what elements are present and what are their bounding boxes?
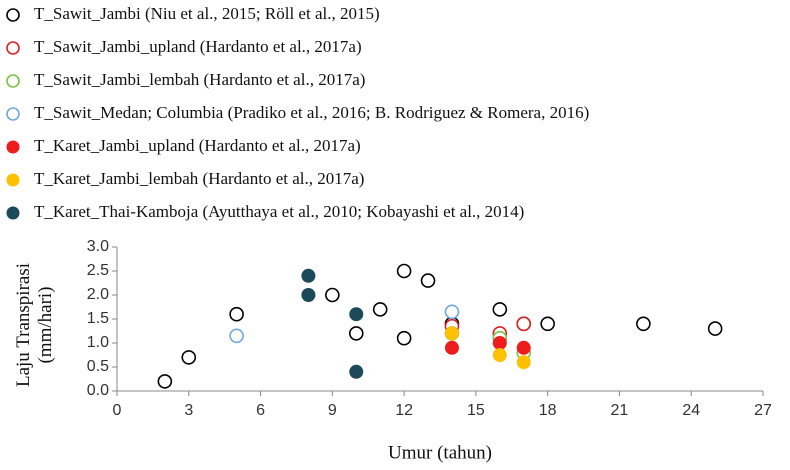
legend-label: T_Karet_Thai-Kamboja (Ayutthaya et al., … bbox=[34, 202, 524, 221]
legend-label: T_Karet_Jambi_lembah (Hardanto et al., 2… bbox=[34, 169, 364, 188]
point bbox=[516, 355, 531, 370]
y-tick-label: 3.0 bbox=[87, 238, 109, 255]
point bbox=[301, 268, 316, 283]
legend-marker bbox=[6, 173, 20, 187]
point bbox=[444, 340, 459, 355]
point bbox=[492, 302, 508, 317]
point bbox=[492, 336, 507, 350]
point bbox=[229, 306, 244, 322]
x-tick-label: 6 bbox=[256, 402, 265, 419]
x-tick-label: 24 bbox=[682, 402, 700, 419]
legend-marker bbox=[6, 206, 20, 220]
point bbox=[229, 328, 244, 344]
x-tick-label: 15 bbox=[467, 402, 485, 419]
point bbox=[181, 350, 197, 365]
legend-marker bbox=[6, 41, 20, 55]
y-axis-label: Laju Transpirasi (mm/hari) bbox=[13, 262, 56, 388]
point bbox=[349, 307, 364, 322]
point bbox=[444, 326, 459, 341]
point bbox=[325, 287, 340, 303]
y-tick-label: 0.5 bbox=[87, 358, 109, 375]
legend-label: T_Sawit_Jambi_upland (Hardanto et al., 2… bbox=[34, 37, 362, 56]
x-tick-label: 27 bbox=[754, 402, 772, 419]
x-tick-label: 0 bbox=[113, 402, 122, 419]
x-tick-label: 12 bbox=[395, 402, 413, 419]
point bbox=[348, 326, 364, 341]
x-axis-label: Umur (tahun) bbox=[388, 442, 492, 463]
point bbox=[372, 302, 388, 317]
x-tick-label: 3 bbox=[184, 402, 193, 419]
legend-marker bbox=[6, 8, 20, 22]
point bbox=[540, 316, 555, 332]
y-tick-label: 2.5 bbox=[87, 262, 109, 279]
point bbox=[396, 263, 412, 279]
point bbox=[444, 304, 460, 320]
point bbox=[516, 316, 532, 332]
point bbox=[349, 364, 364, 379]
point bbox=[516, 340, 531, 355]
y-tick-label: 1.5 bbox=[87, 310, 109, 327]
legend-label: T_Sawit_Jambi (Niu et al., 2015; Röll et… bbox=[34, 4, 380, 23]
y-tick-label: 2.0 bbox=[87, 286, 109, 303]
x-tick-label: 21 bbox=[611, 402, 629, 419]
point bbox=[420, 273, 436, 288]
point bbox=[707, 321, 723, 336]
legend-marker bbox=[6, 140, 20, 154]
legend-label: T_Karet_Jambi_upland (Hardanto et al., 2… bbox=[34, 136, 361, 155]
legend-marker bbox=[6, 107, 20, 121]
y-tick-label: 1.0 bbox=[87, 334, 109, 351]
point bbox=[157, 374, 173, 389]
point bbox=[301, 288, 316, 302]
x-tick-label: 18 bbox=[539, 402, 557, 419]
point bbox=[396, 330, 412, 346]
legend-label: T_Sawit_Medan; Columbia (Pradiko et al.,… bbox=[34, 103, 589, 122]
y-tick-label: 0.0 bbox=[87, 382, 109, 399]
point bbox=[636, 316, 651, 332]
legend-label: T_Sawit_Jambi_lembah (Hardanto et al., 2… bbox=[34, 70, 365, 89]
point bbox=[492, 348, 507, 362]
legend-marker bbox=[6, 74, 20, 88]
x-tick-label: 9 bbox=[328, 402, 337, 419]
